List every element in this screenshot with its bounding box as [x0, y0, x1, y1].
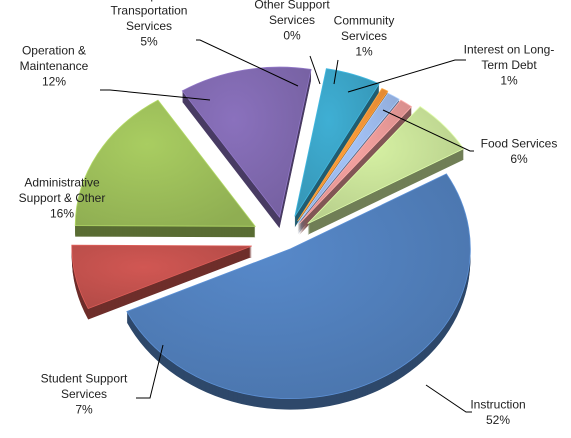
leader-line — [347, 59, 466, 93]
data-label: Administrative Support & Other 16% — [19, 176, 106, 221]
pie-slice — [297, 87, 389, 222]
data-label: Operation & Maintenance 12% — [20, 44, 89, 89]
data-label: Instruction 52% — [470, 397, 525, 427]
leader-line — [196, 39, 299, 87]
leader-line — [333, 59, 339, 85]
data-label: Other Support Services 0% — [254, 0, 330, 43]
pie-slice — [297, 92, 400, 224]
pie-slice — [181, 66, 312, 219]
data-label: Food Services 6% — [481, 136, 558, 166]
leader-line — [309, 55, 321, 85]
data-label: Student Support Services 7% — [41, 372, 128, 417]
leader-line — [136, 344, 164, 399]
data-label: PupilTransportationServices5% — [111, 0, 188, 48]
data-labels: Instruction 52% Student Support Services 7% A… — [19, 0, 558, 427]
pie-slice — [126, 173, 471, 399]
pie-slice — [294, 68, 380, 217]
pie-slice — [307, 105, 465, 225]
leader-line — [100, 89, 211, 101]
slices — [71, 66, 471, 399]
pie-slice — [71, 244, 252, 309]
data-label: Community Services 1% — [334, 14, 395, 59]
leader-line — [382, 109, 474, 152]
data-label: Interest on Long-Term Debt 1% — [464, 43, 555, 88]
pie-slice — [298, 99, 413, 225]
pie-slice — [74, 99, 257, 227]
leader-line — [425, 384, 472, 413]
leader-lines — [100, 39, 474, 413]
